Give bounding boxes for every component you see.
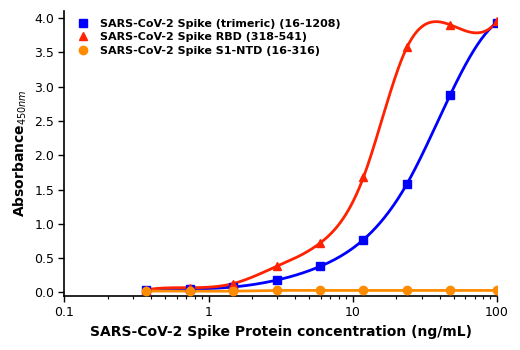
SARS-CoV-2 Spike S1-NTD (16-316) [144, 289, 150, 293]
SARS-CoV-2 Spike (trimeric) (16-1208) [274, 278, 280, 282]
SARS-CoV-2 Spike RBD (318-541) [360, 175, 367, 179]
SARS-CoV-2 Spike S1-NTD (16-316) [494, 288, 500, 293]
SARS-CoV-2 Spike (trimeric) (16-1208) [230, 285, 236, 289]
SARS-CoV-2 Spike S1-NTD (16-316) [230, 289, 236, 293]
SARS-CoV-2 Spike (trimeric) (16-1208) [447, 93, 453, 97]
SARS-CoV-2 Spike RBD (318-541) [274, 264, 280, 268]
SARS-CoV-2 Spike S1-NTD (16-316) [360, 288, 367, 293]
SARS-CoV-2 Spike RBD (318-541) [187, 286, 193, 290]
Line: SARS-CoV-2 Spike S1-NTD (16-316): SARS-CoV-2 Spike S1-NTD (16-316) [142, 286, 501, 295]
X-axis label: SARS-CoV-2 Spike Protein concentration (ng/mL): SARS-CoV-2 Spike Protein concentration (… [90, 325, 472, 339]
Line: SARS-CoV-2 Spike RBD (318-541): SARS-CoV-2 Spike RBD (318-541) [142, 17, 501, 294]
SARS-CoV-2 Spike S1-NTD (16-316) [447, 288, 453, 293]
SARS-CoV-2 Spike RBD (318-541) [494, 19, 500, 23]
SARS-CoV-2 Spike (trimeric) (16-1208) [404, 182, 410, 186]
SARS-CoV-2 Spike (trimeric) (16-1208) [317, 264, 323, 268]
SARS-CoV-2 Spike (trimeric) (16-1208) [187, 287, 193, 291]
Y-axis label: Absorbance$_{450nm}$: Absorbance$_{450nm}$ [11, 90, 29, 217]
SARS-CoV-2 Spike (trimeric) (16-1208) [144, 288, 150, 292]
SARS-CoV-2 Spike RBD (318-541) [144, 288, 150, 292]
SARS-CoV-2 Spike RBD (318-541) [404, 46, 410, 50]
SARS-CoV-2 Spike S1-NTD (16-316) [317, 288, 323, 293]
SARS-CoV-2 Spike S1-NTD (16-316) [187, 289, 193, 293]
SARS-CoV-2 Spike RBD (318-541) [317, 241, 323, 245]
SARS-CoV-2 Spike S1-NTD (16-316) [404, 288, 410, 293]
Legend: SARS-CoV-2 Spike (trimeric) (16-1208), SARS-CoV-2 Spike RBD (318-541), SARS-CoV-: SARS-CoV-2 Spike (trimeric) (16-1208), S… [70, 17, 343, 58]
SARS-CoV-2 Spike RBD (318-541) [447, 23, 453, 27]
SARS-CoV-2 Spike (trimeric) (16-1208) [360, 238, 367, 242]
SARS-CoV-2 Spike (trimeric) (16-1208) [494, 21, 500, 25]
SARS-CoV-2 Spike S1-NTD (16-316) [274, 288, 280, 293]
Line: SARS-CoV-2 Spike (trimeric) (16-1208): SARS-CoV-2 Spike (trimeric) (16-1208) [142, 19, 501, 294]
SARS-CoV-2 Spike RBD (318-541) [230, 281, 236, 286]
